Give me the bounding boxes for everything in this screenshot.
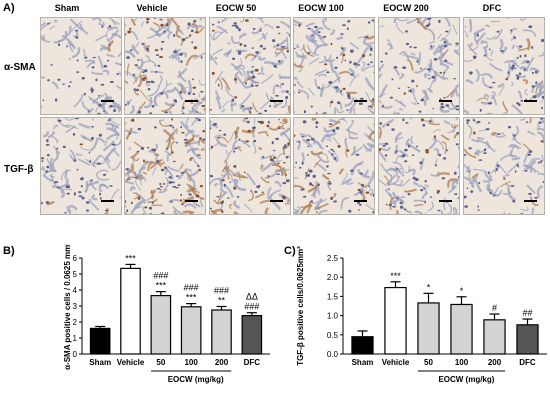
y-tick-label: 2 <box>73 318 78 327</box>
significance-label: *** <box>186 293 197 303</box>
panel-c-letter: C) <box>284 245 296 257</box>
y-tick-label: 3 <box>73 302 78 311</box>
micrograph-tile <box>378 117 460 215</box>
y-tick-label: 2.0 <box>327 273 339 282</box>
x-tick-label: Sham <box>89 358 111 367</box>
x-tick-label: Sham <box>352 358 374 367</box>
bar <box>516 324 539 355</box>
significance-label: ### <box>244 302 259 312</box>
y-tick-label: 4 <box>73 286 78 295</box>
y-tick-label: 6 <box>73 254 78 263</box>
micrograph-tile <box>40 117 122 215</box>
micrograph-tile <box>293 17 375 115</box>
y-axis-label: TGF-β positive cells/0.0625mm² <box>296 246 305 366</box>
scale-bar <box>354 100 367 102</box>
bar <box>351 336 374 355</box>
significance-label: ** <box>218 295 226 305</box>
significance-label: * <box>460 286 464 296</box>
column-label-vehicle: Vehicle <box>136 3 168 13</box>
x-tick-label: 200 <box>215 358 229 367</box>
significance-label: ## <box>522 308 532 318</box>
micrograph-tile <box>124 17 206 115</box>
bar <box>180 306 202 355</box>
x-tick-label: Vehicle <box>382 358 410 367</box>
scale-bar <box>439 200 452 202</box>
y-axis-label: α-SMA positive cells / 0.0625 mm² <box>63 244 72 370</box>
x-tick-label: 100 <box>455 358 469 367</box>
x-axis-label: EOCW (mg/kg) <box>438 375 494 384</box>
micrograph-tile <box>463 17 545 115</box>
bar <box>241 314 263 355</box>
x-tick-label: 100 <box>184 358 198 367</box>
x-tick-label: DFC <box>519 358 536 367</box>
panel-b-letter: B) <box>3 245 15 257</box>
significance-label: ### <box>153 271 168 281</box>
column-label-dfc: DFC <box>482 3 502 13</box>
scale-bar <box>524 200 537 202</box>
y-tick-label: 0 <box>73 350 78 359</box>
micrograph-tile <box>209 117 291 215</box>
y-tick-label: 0.5 <box>327 331 339 340</box>
y-tick-label: 2.5 <box>327 254 339 263</box>
bar <box>150 294 172 355</box>
significance-label: # <box>492 303 497 313</box>
scale-bar <box>439 100 452 102</box>
significance-label: *** <box>390 271 401 281</box>
column-label-eocw-200: EOCW 200 <box>383 3 429 13</box>
x-tick-label: DFC <box>244 358 261 367</box>
y-tick-label: 5 <box>73 270 78 279</box>
column-label-eocw-100: EOCW 100 <box>298 3 344 13</box>
row-label-tgf-beta: TGF-β <box>4 164 34 175</box>
tgf-beta-bar-chart: 0.0 0.5 1.0 1.5 2.0 2.5 TGF-β positive cells/0… <box>296 246 547 384</box>
bar <box>450 303 473 355</box>
bar <box>120 267 141 355</box>
micrograph-tile <box>293 117 375 215</box>
micrograph-tile <box>124 117 206 215</box>
bar <box>89 327 111 355</box>
column-label-sham: Sham <box>54 3 80 13</box>
y-tick-label: 1 <box>73 334 78 343</box>
significance-label: ### <box>184 283 199 293</box>
significance-label: ΔΔ <box>246 292 258 302</box>
micrograph-tile <box>209 17 291 115</box>
scale-bar <box>185 200 198 202</box>
scale-bar <box>185 100 198 102</box>
bar <box>211 309 232 355</box>
significance-label: ### <box>214 285 229 295</box>
x-tick-label: 200 <box>488 358 502 367</box>
x-tick-label: 50 <box>156 358 165 367</box>
significance-label: *** <box>156 281 167 291</box>
column-label-eocw-50: EOCW 50 <box>215 3 257 13</box>
bar <box>384 286 407 355</box>
micrograph-tile <box>40 17 122 115</box>
scale-bar <box>354 200 367 202</box>
scale-bar <box>524 100 537 102</box>
y-tick-label: 1.0 <box>327 312 339 321</box>
panel-a-letter: A) <box>3 2 15 14</box>
y-tick-label: 1.5 <box>327 292 339 301</box>
significance-label: * <box>427 282 431 292</box>
micrograph-tile <box>463 117 545 215</box>
x-axis-label: EOCW (mg/kg) <box>168 375 224 384</box>
bar <box>483 319 506 355</box>
bar <box>417 302 440 355</box>
y-tick-label: 0.0 <box>327 350 339 359</box>
alpha-sma-bar-chart: 0 1 2 3 4 5 6α-SMA positive cells / 0.0625 mm²… <box>63 244 270 384</box>
micrograph-tile <box>378 17 460 115</box>
x-tick-label: Vehicle <box>117 358 145 367</box>
scale-bar <box>270 100 283 102</box>
x-tick-label: 50 <box>424 358 433 367</box>
scale-bar <box>101 200 114 202</box>
significance-label: *** <box>125 253 136 263</box>
row-label-alpha-sma: α-SMA <box>4 62 36 73</box>
scale-bar <box>101 100 114 102</box>
scale-bar <box>270 200 283 202</box>
